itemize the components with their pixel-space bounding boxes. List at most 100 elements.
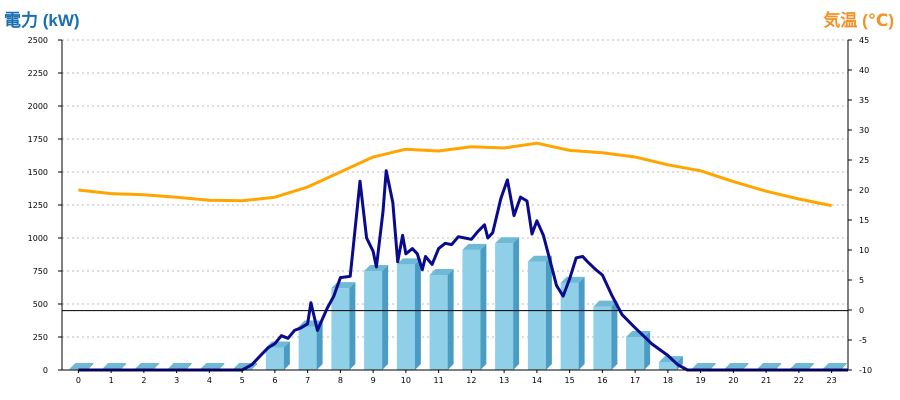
bar-face bbox=[69, 368, 88, 370]
right-tick-label: 45 bbox=[859, 36, 869, 45]
bar-top bbox=[691, 362, 716, 369]
x-tick-label: 5 bbox=[240, 376, 245, 385]
bar-side bbox=[480, 243, 487, 370]
power-bar bbox=[429, 268, 454, 370]
bar-top bbox=[102, 362, 127, 369]
right-tick-label: 15 bbox=[859, 216, 869, 225]
bar-side bbox=[152, 362, 159, 370]
x-tick-label: 21 bbox=[761, 376, 771, 385]
bar-top bbox=[527, 255, 552, 262]
power-line-series bbox=[78, 169, 848, 372]
bar-face bbox=[593, 306, 612, 370]
bar-side bbox=[447, 268, 454, 370]
right-tick-label: 35 bbox=[859, 96, 869, 105]
bar-side bbox=[742, 362, 749, 370]
x-tick-label: 16 bbox=[597, 376, 607, 385]
right-tick-label: -5 bbox=[859, 336, 867, 345]
bar-face bbox=[331, 288, 350, 370]
bar-top bbox=[789, 362, 814, 369]
right-tick-label: 30 bbox=[859, 126, 869, 135]
power-bar bbox=[626, 331, 651, 370]
left-tick-label: 0 bbox=[43, 366, 48, 375]
left-tick-label: 250 bbox=[33, 333, 48, 342]
bar-face bbox=[495, 243, 514, 370]
bar-side bbox=[611, 300, 618, 370]
bar-side bbox=[840, 362, 847, 370]
right-tick-label: 25 bbox=[859, 156, 869, 165]
x-tick-label: 12 bbox=[466, 376, 476, 385]
bar-side bbox=[251, 362, 258, 370]
bar-face bbox=[560, 282, 579, 370]
x-tick-label: 1 bbox=[109, 376, 114, 385]
bar-top bbox=[593, 300, 618, 307]
left-tick-label: 2000 bbox=[28, 102, 48, 111]
bar-face bbox=[527, 261, 546, 370]
left-tick-label: 1500 bbox=[28, 168, 48, 177]
bar-top bbox=[429, 268, 454, 275]
bar-face bbox=[364, 271, 383, 370]
bar-side bbox=[414, 258, 421, 370]
x-tick-label: 6 bbox=[272, 376, 277, 385]
left-tick-label: 1750 bbox=[28, 135, 48, 144]
bar-face bbox=[396, 264, 415, 370]
power-bar bbox=[396, 258, 421, 370]
bar-face bbox=[429, 274, 448, 370]
x-tick-label: 7 bbox=[305, 376, 310, 385]
x-tick-label: 23 bbox=[827, 376, 837, 385]
power-bar bbox=[364, 265, 389, 370]
bar-side bbox=[807, 362, 814, 370]
bar-face bbox=[462, 249, 481, 370]
bar-side bbox=[316, 320, 323, 370]
bar-top bbox=[396, 258, 421, 265]
bar-side bbox=[283, 341, 290, 370]
left-tick-label: 2500 bbox=[28, 36, 48, 45]
x-tick-label: 8 bbox=[338, 376, 343, 385]
left-axis-title: 電力 (kW) bbox=[4, 11, 80, 30]
bar-top bbox=[822, 362, 847, 369]
right-tick-label: 0 bbox=[859, 306, 864, 315]
right-tick-label: 40 bbox=[859, 66, 869, 75]
temperature-series bbox=[78, 141, 832, 208]
bar-top bbox=[560, 276, 585, 283]
bar-face bbox=[298, 326, 317, 370]
bar-side bbox=[218, 362, 225, 370]
bar-side bbox=[87, 362, 94, 370]
power-line bbox=[78, 169, 848, 372]
bar-top bbox=[200, 362, 225, 369]
power-bar bbox=[560, 276, 585, 370]
power-bar bbox=[495, 237, 520, 370]
x-tick-label: 22 bbox=[794, 376, 804, 385]
bar-side bbox=[120, 362, 127, 370]
bar-top bbox=[462, 243, 487, 250]
right-tick-label: 10 bbox=[859, 246, 869, 255]
bar-top bbox=[495, 237, 520, 244]
x-tick-label: 0 bbox=[76, 376, 81, 385]
x-tick-label: 18 bbox=[663, 376, 673, 385]
right-y-tick-labels: -10 -5 0 5 10 15 20 25 30 35 40 45 bbox=[848, 36, 872, 375]
x-tick-label: 13 bbox=[499, 376, 509, 385]
bar-face bbox=[626, 337, 645, 370]
bar-face bbox=[265, 347, 284, 370]
left-tick-label: 2250 bbox=[28, 69, 48, 78]
left-tick-label: 750 bbox=[33, 267, 48, 276]
bar-side bbox=[545, 255, 552, 370]
left-tick-label: 1000 bbox=[28, 234, 48, 243]
power-bar bbox=[593, 300, 618, 370]
bar-top bbox=[724, 362, 749, 369]
left-y-tick-labels: 0 250 500 750 1000 1250 1500 1750 2000 2250 2500 bbox=[28, 36, 62, 375]
x-tick-label: 10 bbox=[401, 376, 411, 385]
bar-side bbox=[709, 362, 716, 370]
bar-top bbox=[167, 362, 192, 369]
bar-side bbox=[185, 362, 192, 370]
grid-lines bbox=[62, 39, 848, 338]
bar-top bbox=[134, 362, 159, 369]
power-bar bbox=[527, 255, 552, 370]
x-tick-label: 20 bbox=[728, 376, 738, 385]
bar-side bbox=[775, 362, 782, 370]
x-tick-label: 19 bbox=[696, 376, 706, 385]
axes bbox=[61, 40, 849, 371]
right-tick-label: 20 bbox=[859, 186, 869, 195]
bar-top bbox=[69, 362, 94, 369]
x-tick-labels: 0 1 2 3 4 5 6 7 8 9 10 11 12 13 14 15 16 17 18 19 20 21 22 23 bbox=[76, 370, 837, 385]
